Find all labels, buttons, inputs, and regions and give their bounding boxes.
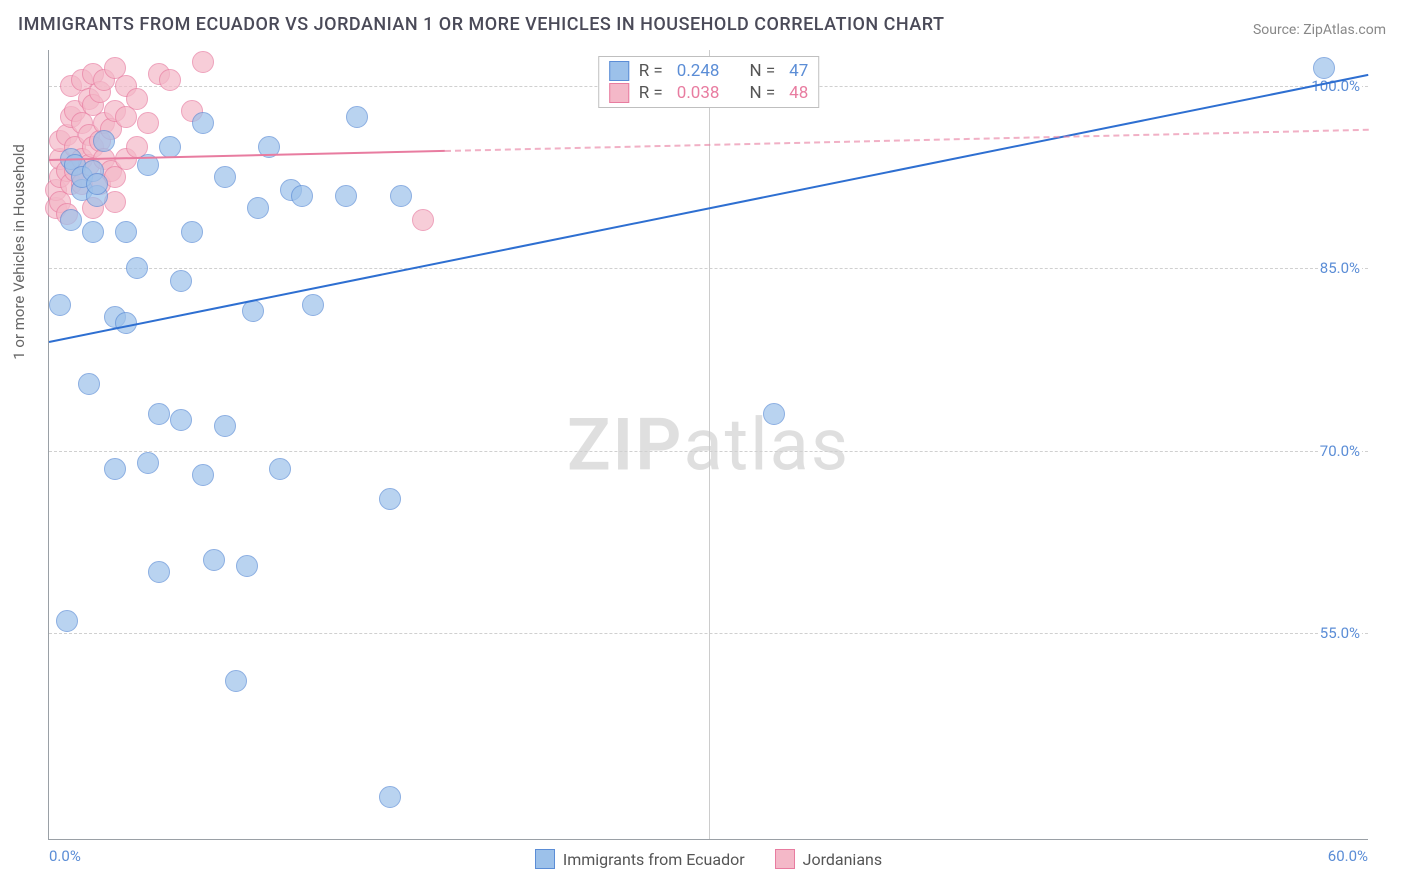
legend-swatch xyxy=(609,83,629,103)
scatter-point xyxy=(148,561,170,583)
series-legend-label: Jordanians xyxy=(803,850,882,869)
scatter-point xyxy=(181,221,203,243)
scatter-point xyxy=(247,197,269,219)
scatter-point xyxy=(137,112,159,134)
scatter-point xyxy=(49,294,71,316)
series-legend-label: Immigrants from Ecuador xyxy=(563,850,745,869)
correlation-legend-row: R = 0.038 N = 48 xyxy=(609,83,809,103)
scatter-point xyxy=(203,549,225,571)
legend-swatch xyxy=(609,61,629,81)
scatter-point xyxy=(137,452,159,474)
scatter-point xyxy=(192,112,214,134)
scatter-point xyxy=(335,185,357,207)
scatter-plot-area: ZIPatlas 55.0%70.0%85.0%100.0%0.0%60.0%R… xyxy=(48,50,1368,840)
source-label: Source: xyxy=(1253,22,1300,38)
scatter-point xyxy=(159,69,181,91)
scatter-point xyxy=(291,185,313,207)
scatter-point xyxy=(379,488,401,510)
scatter-point xyxy=(1313,57,1335,79)
scatter-point xyxy=(159,136,181,158)
chart-title: IMMIGRANTS FROM ECUADOR VS JORDANIAN 1 O… xyxy=(18,14,945,35)
legend-n-value: 47 xyxy=(789,61,808,81)
scatter-point xyxy=(763,403,785,425)
source-value: ZipAtlas.com xyxy=(1303,22,1386,38)
scatter-point xyxy=(148,403,170,425)
scatter-point xyxy=(302,294,324,316)
scatter-point xyxy=(390,185,412,207)
scatter-point xyxy=(82,221,104,243)
scatter-point xyxy=(170,270,192,292)
scatter-point xyxy=(214,166,236,188)
legend-r-label: R = xyxy=(639,61,663,81)
scatter-point xyxy=(126,257,148,279)
scatter-point xyxy=(269,458,291,480)
scatter-point xyxy=(126,88,148,110)
scatter-point xyxy=(78,373,100,395)
legend-r-value: 0.038 xyxy=(677,83,720,103)
scatter-point xyxy=(192,51,214,73)
trend-line-extrapolated xyxy=(445,129,1368,152)
y-axis-label: 1 or more Vehicles in Household xyxy=(10,144,28,360)
legend-n-label: N = xyxy=(749,83,775,103)
series-legend: Immigrants from Ecuador Jordanians xyxy=(49,849,1368,869)
y-tick-label: 55.0% xyxy=(1318,624,1362,642)
gridline-vertical xyxy=(709,50,710,839)
correlation-legend: R = 0.248 N = 47 R = 0.038 N = 48 xyxy=(598,56,820,108)
legend-n-value: 48 xyxy=(789,83,808,103)
scatter-point xyxy=(60,209,82,231)
scatter-point xyxy=(242,300,264,322)
legend-swatch xyxy=(535,849,555,869)
scatter-point xyxy=(115,221,137,243)
correlation-legend-row: R = 0.248 N = 47 xyxy=(609,61,809,81)
scatter-point xyxy=(346,106,368,128)
legend-swatch xyxy=(775,849,795,869)
scatter-point xyxy=(236,555,258,577)
scatter-point xyxy=(86,173,108,195)
legend-n-label: N = xyxy=(749,61,775,81)
scatter-point xyxy=(192,464,214,486)
series-legend-item: Immigrants from Ecuador xyxy=(535,849,745,869)
legend-r-value: 0.248 xyxy=(677,61,720,81)
scatter-point xyxy=(412,209,434,231)
scatter-point xyxy=(214,415,236,437)
watermark-bold: ZIP xyxy=(567,402,683,487)
source-attribution: Source: ZipAtlas.com xyxy=(1253,22,1386,38)
legend-r-label: R = xyxy=(639,83,663,103)
scatter-point xyxy=(225,670,247,692)
scatter-point xyxy=(379,786,401,808)
y-tick-label: 70.0% xyxy=(1318,442,1362,460)
y-tick-label: 85.0% xyxy=(1318,259,1362,277)
scatter-point xyxy=(56,610,78,632)
scatter-point xyxy=(170,409,192,431)
scatter-point xyxy=(93,130,115,152)
series-legend-item: Jordanians xyxy=(775,849,882,869)
scatter-point xyxy=(104,458,126,480)
